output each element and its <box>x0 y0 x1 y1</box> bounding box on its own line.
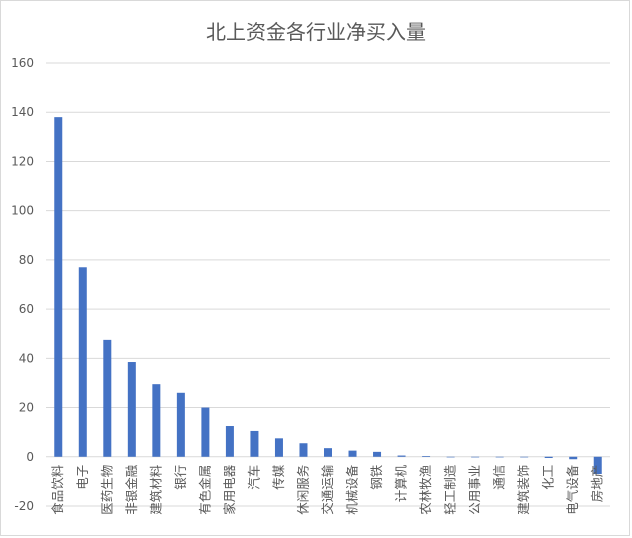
bar <box>593 456 602 475</box>
x-tick-label: 建筑材料 <box>148 464 163 515</box>
y-tick-label: -20 <box>14 499 34 513</box>
x-tick-label: 计算机 <box>394 464 409 502</box>
bar <box>225 426 234 457</box>
bar <box>201 407 210 457</box>
y-tick-label: 0 <box>26 450 34 464</box>
bar <box>152 384 161 457</box>
x-tick-label: 家用电器 <box>222 464 237 515</box>
x-tick-label: 电气设备 <box>565 464 580 515</box>
y-tick-label: 40 <box>19 351 34 365</box>
bar <box>446 456 455 458</box>
x-tick-label: 公用事业 <box>467 465 482 515</box>
x-tick-label: 食品饮料 <box>50 464 65 515</box>
bar <box>544 456 553 459</box>
bar <box>520 456 529 458</box>
bar <box>569 456 578 460</box>
chart-title: 北上资金各行业净买入量 <box>206 20 426 44</box>
y-tick-label: 60 <box>19 302 34 316</box>
bar <box>274 438 283 457</box>
bar <box>495 456 504 458</box>
x-tick-label: 汽车 <box>246 465 261 490</box>
y-tick-label: 80 <box>19 253 34 267</box>
x-tick-label: 建筑装饰 <box>516 465 531 515</box>
bar <box>127 362 136 457</box>
y-tick-label: 120 <box>11 154 34 168</box>
x-tick-label: 房地产 <box>590 465 605 503</box>
y-tick-label: 140 <box>11 105 34 119</box>
y-tick-label: 100 <box>11 204 34 218</box>
x-tick-label: 农林牧渔 <box>418 465 433 515</box>
bar <box>103 339 112 457</box>
bar <box>422 456 431 457</box>
bar <box>176 392 185 457</box>
bar <box>299 443 308 457</box>
x-tick-label: 传媒 <box>271 464 286 490</box>
bar <box>250 430 259 457</box>
bar <box>373 451 382 457</box>
x-tick-label: 有色金属 <box>197 465 212 515</box>
x-tick-label: 交通运输 <box>320 464 335 515</box>
bar <box>324 448 332 457</box>
x-tick-label: 医药生物 <box>99 465 114 515</box>
x-tick-label: 银行 <box>173 465 188 490</box>
x-tick-label: 非银金融 <box>124 464 139 515</box>
bar <box>78 267 87 457</box>
x-tick-label: 轻工制造 <box>443 464 458 515</box>
bar <box>471 456 480 458</box>
y-tick-label: 160 <box>11 56 34 70</box>
x-tick-label: 机械设备 <box>345 464 360 515</box>
bar <box>54 117 63 457</box>
x-tick-label: 电子 <box>75 465 90 490</box>
x-tick-label: 化工 <box>541 465 556 490</box>
bar <box>348 450 357 457</box>
x-tick-label: 休闲服务 <box>295 465 310 515</box>
bar <box>397 455 406 457</box>
x-tick-label: 通信 <box>492 465 507 490</box>
y-tick-label: 20 <box>19 401 34 415</box>
x-tick-label: 钢铁 <box>369 464 384 490</box>
